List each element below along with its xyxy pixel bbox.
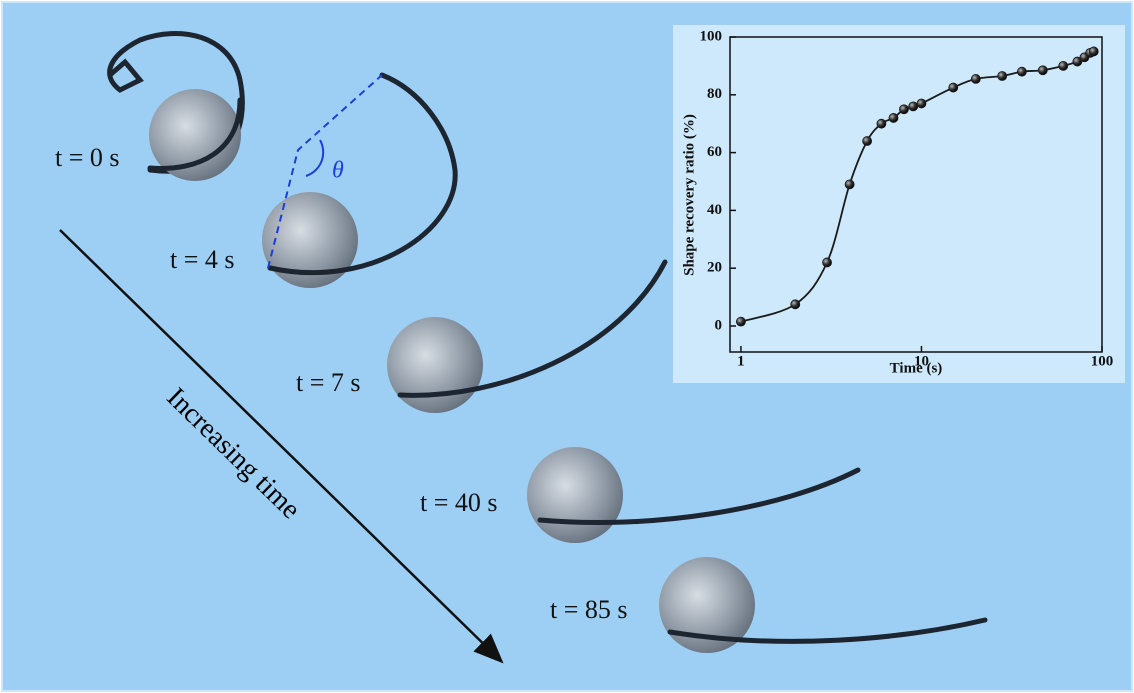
inset-panel — [673, 25, 1125, 383]
data-point — [970, 74, 981, 84]
time-label: t = 40 s — [420, 488, 498, 517]
angle-marker — [267, 74, 383, 269]
x-axis-title: Time (s) — [890, 360, 943, 376]
data-point — [1058, 60, 1069, 71]
time-arrow — [59, 229, 504, 664]
data-point — [844, 179, 855, 190]
angle-label: θ — [332, 158, 344, 184]
time-label: t = 0 s — [55, 143, 120, 172]
data-point — [736, 316, 746, 327]
data-point — [916, 98, 927, 109]
data-point — [997, 71, 1008, 81]
data-point — [948, 82, 959, 93]
time-label: t = 85 s — [550, 595, 628, 624]
y-tick-label: 80 — [707, 86, 722, 102]
time-label: t = 4 s — [170, 245, 235, 274]
x-tick-label: 1 — [737, 353, 745, 369]
plot-frame — [729, 36, 1103, 353]
y-tick-label: 40 — [707, 202, 722, 218]
photos — [107, 31, 988, 653]
time-label: t = 7 s — [296, 368, 361, 397]
data-point — [888, 113, 899, 123]
y-tick-label: 0 — [715, 317, 723, 333]
data-point — [899, 104, 909, 115]
y-tick-label: 60 — [707, 144, 722, 160]
data-point — [1072, 56, 1083, 67]
data-point — [876, 118, 887, 129]
data-point — [1088, 46, 1099, 57]
data-point — [822, 257, 832, 268]
data-point — [1037, 65, 1048, 76]
data-point — [1016, 66, 1027, 77]
y-tick-label: 100 — [700, 28, 723, 44]
y-tick-label: 20 — [707, 260, 722, 276]
x-tick-label: 100 — [1091, 353, 1114, 369]
y-axis-title: Shape recovery ratio (%) — [681, 114, 697, 276]
data-point — [862, 136, 873, 146]
data-point — [790, 299, 801, 310]
x-tick-label: 10 — [914, 353, 929, 369]
data-point — [908, 101, 919, 112]
